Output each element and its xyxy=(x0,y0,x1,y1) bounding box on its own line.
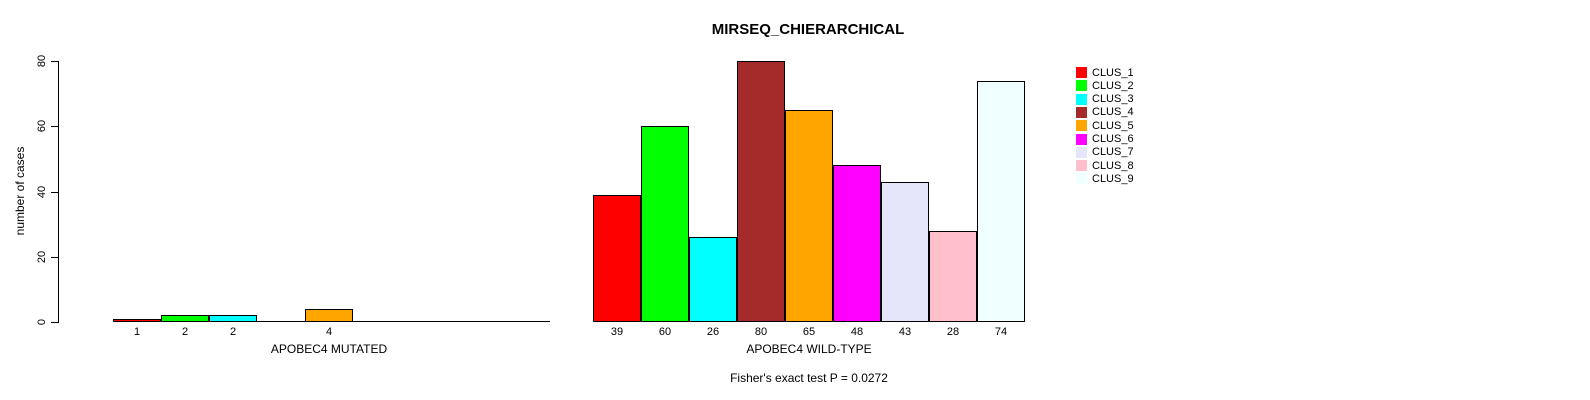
y-tick-label: 0 xyxy=(36,318,48,326)
legend-color-swatch xyxy=(1076,133,1087,145)
legend-label: CLUS_4 xyxy=(1092,106,1134,119)
chart-title: MIRSEQ_CHIERARCHICAL xyxy=(711,21,905,38)
bar-clus_5-group1 xyxy=(305,309,353,322)
legend-color-swatch xyxy=(1076,80,1087,92)
legend-label: CLUS_6 xyxy=(1092,133,1134,145)
bar-value-label: 60 xyxy=(658,326,672,338)
bar-clus_1-group1 xyxy=(113,319,161,322)
legend-item: CLUS_7 xyxy=(1076,146,1134,159)
bar-clus_9-group2 xyxy=(977,81,1025,322)
bar-clus_5-group2 xyxy=(785,110,833,322)
legend-color-swatch xyxy=(1076,67,1087,78)
legend-item: CLUS_4 xyxy=(1076,106,1134,119)
legend-label: CLUS_7 xyxy=(1092,146,1134,159)
legend-label: CLUS_2 xyxy=(1092,79,1134,92)
bar-clus_4-group2 xyxy=(737,61,785,322)
fisher-test-annotation: Fisher's exact test P = 0.0272 xyxy=(730,371,888,385)
legend-color-swatch xyxy=(1076,146,1087,158)
bar-value-label: 2 xyxy=(181,326,189,338)
bar-value-label: 80 xyxy=(754,326,768,338)
y-tick-label: 40 xyxy=(36,185,48,199)
y-axis-label: number of cases xyxy=(13,146,27,236)
bar-value-label: 2 xyxy=(229,326,237,338)
y-tick-label: 60 xyxy=(36,119,48,133)
bar-clus_8-group2 xyxy=(929,231,977,322)
group-x-axis-label: APOBEC4 WILD-TYPE xyxy=(746,342,872,356)
legend-label: CLUS_1 xyxy=(1092,66,1134,79)
bar-value-label: 39 xyxy=(610,326,624,338)
legend-item: CLUS_9 xyxy=(1076,172,1134,185)
legend-label: CLUS_5 xyxy=(1092,119,1134,132)
y-tick xyxy=(51,192,58,193)
bar-clus_3-group1 xyxy=(209,315,257,322)
bar-value-label: 74 xyxy=(994,326,1008,338)
y-tick xyxy=(51,126,58,127)
legend-color-swatch xyxy=(1076,106,1087,118)
legend-label: CLUS_9 xyxy=(1092,172,1134,185)
bar-value-label: 28 xyxy=(946,326,960,338)
bar-value-label: 4 xyxy=(325,326,333,338)
bar-clus_2-group2 xyxy=(641,126,689,322)
legend-color-swatch xyxy=(1076,93,1087,105)
legend-color-swatch xyxy=(1076,160,1087,172)
legend-color-swatch xyxy=(1076,120,1087,132)
y-axis-line xyxy=(58,61,59,323)
bar-value-label: 1 xyxy=(133,326,141,338)
bar-value-label: 48 xyxy=(850,326,864,338)
legend-item: CLUS_1 xyxy=(1076,66,1134,79)
y-tick xyxy=(51,61,58,62)
group-x-axis-label: APOBEC4 MUTATED xyxy=(270,342,388,356)
bar-clus_3-group2 xyxy=(689,237,737,322)
y-tick xyxy=(51,257,58,258)
legend-label: CLUS_3 xyxy=(1092,93,1134,106)
legend-item: CLUS_2 xyxy=(1076,79,1134,92)
legend-color-swatch xyxy=(1076,173,1087,185)
bar-clus_2-group1 xyxy=(161,315,209,322)
y-tick-label: 20 xyxy=(36,250,48,264)
bar-value-label: 65 xyxy=(802,326,816,338)
y-tick-label: 80 xyxy=(36,54,48,68)
bar-clus_1-group2 xyxy=(593,195,641,322)
legend-label: CLUS_8 xyxy=(1092,159,1134,172)
legend-item: CLUS_5 xyxy=(1076,119,1134,132)
bar-value-label: 26 xyxy=(706,326,720,338)
y-tick xyxy=(51,322,58,323)
bar-clus_6-group2 xyxy=(833,165,881,322)
bar-clus_7-group2 xyxy=(881,182,929,322)
legend-item: CLUS_3 xyxy=(1076,93,1134,106)
bar-value-label: 43 xyxy=(898,326,912,338)
legend-item: CLUS_6 xyxy=(1076,133,1134,146)
legend-item: CLUS_8 xyxy=(1076,159,1134,172)
